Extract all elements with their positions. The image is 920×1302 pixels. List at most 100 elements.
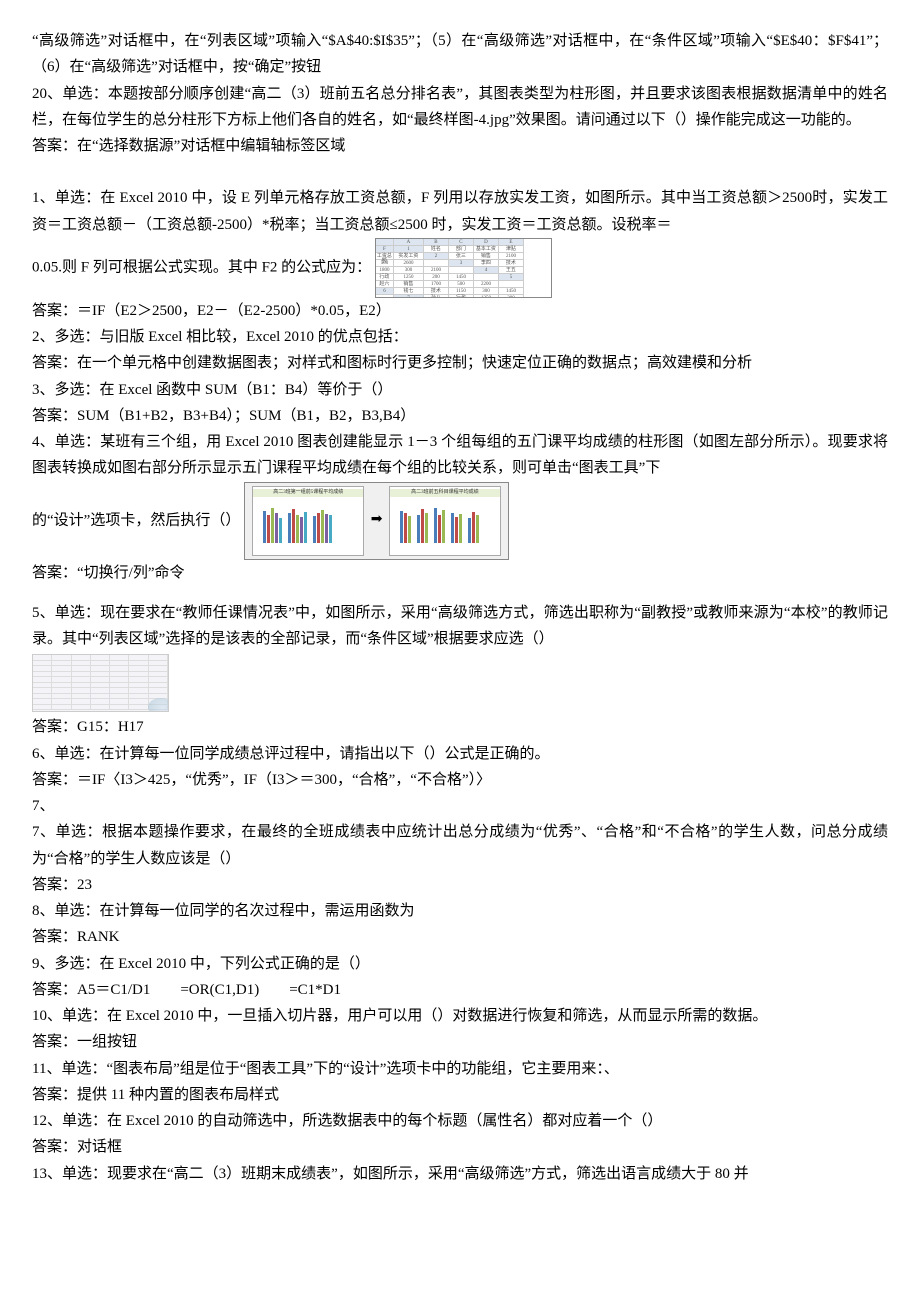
chart-bar (267, 515, 270, 543)
chart-bar (304, 512, 307, 543)
salary-cell: 部门 (449, 246, 474, 253)
q6-text: 6、单选：在计算每一位同学成绩总评过程中，请指出以下（）公式是正确的。 (32, 741, 888, 767)
q4-answer: 答案：“切换行/列”命令 (32, 560, 888, 586)
chart-bar (325, 514, 328, 543)
salary-cell: 3 (449, 260, 474, 267)
salary-cell: 姓名 (424, 246, 449, 253)
salary-cell (424, 260, 449, 267)
chart-bar (329, 515, 332, 543)
q3-text: 3、多选：在 Excel 函数中 SUM（B1：B4）等价于（） (32, 377, 888, 403)
salary-cell: 行政 (376, 274, 394, 281)
chart-bar (421, 509, 424, 543)
salary-cell: 1450 (499, 288, 524, 295)
q4-text-1: 4、单选：某班有三个组，用 Excel 2010 图表创建能显示 1－3 个组每… (32, 429, 888, 482)
bar-charts-image: 高二3班第一组前5课程平均成绩 ➡ 高二3班前五科目课程平均成绩 (244, 482, 509, 560)
salary-cell: 张三 (449, 253, 474, 260)
section-spacer (32, 159, 888, 185)
salary-cell: 孙八 (424, 295, 449, 298)
salary-cell (499, 281, 524, 288)
salary-cell: 2200 (474, 281, 499, 288)
salary-cell: 500 (376, 260, 394, 267)
q8-text: 8、单选：在计算每一位同学的名次过程中，需运用函数为 (32, 898, 888, 924)
q2-answer: 答案：在一个单元格中创建数据图表；对样式和图标时行更多控制；快速定位正确的数据点… (32, 350, 888, 376)
salary-cell: 技术 (499, 260, 524, 267)
salary-cell: 实发工资 (394, 253, 424, 260)
chart-bar (296, 515, 299, 543)
chart-bar (263, 511, 266, 543)
chart-bar (400, 511, 403, 543)
chart-bar (317, 513, 320, 543)
left-chart-title: 高二3班第一组前5课程平均成绩 (253, 489, 363, 498)
teacher-cell (33, 705, 52, 711)
salary-header-cell: A (394, 239, 424, 246)
salary-cell: 1 (394, 246, 424, 253)
q1-text: 1、单选：在 Excel 2010 中，设 E 列单元格存放工资总额，F 列用以… (32, 185, 888, 238)
q10-answer: 答案：一组按钮 (32, 1029, 888, 1055)
salary-cell: 5 (499, 274, 524, 281)
decor-corner (148, 698, 169, 712)
salary-cell: 1250 (474, 295, 499, 298)
chart-bar (425, 513, 428, 543)
salary-cell: 2600 (394, 260, 424, 267)
q8-answer: 答案：RANK (32, 924, 888, 950)
teacher-table-image (32, 654, 169, 712)
q3-answer: 答案：SUM（B1+B2，B3+B4）；SUM（B1，B2，B3,B4） (32, 403, 888, 429)
salary-cell: 1700 (424, 281, 449, 288)
chart-bar (321, 510, 324, 543)
salary-cell: 2100 (499, 253, 524, 260)
salary-cell: 李四 (474, 260, 499, 267)
chart-bar (313, 516, 316, 543)
q1-answer: 答案：＝IF（E2＞2500，E2－（E2-2500）*0.05，E2） (32, 298, 888, 324)
salary-cell (474, 274, 499, 281)
left-chart: 高二3班第一组前5课程平均成绩 (252, 486, 364, 556)
salary-cell: 7 (394, 295, 424, 298)
q9-answer: 答案：A5＝C1/D1 =OR(C1,D1) =C1*D1 (32, 977, 888, 1003)
chart-bar (459, 514, 462, 543)
chart-bar (468, 518, 471, 543)
salary-cell: 技术 (424, 288, 449, 295)
salary-cell: 基本工资 (474, 246, 499, 253)
q1-inline-text: 0.05.则 F 列可根据公式实现。其中 F2 的公式应为： (32, 259, 371, 275)
salary-cell: 1450 (449, 274, 474, 281)
q12-answer: 答案：对话框 (32, 1134, 888, 1160)
salary-cell: 1800 (376, 267, 394, 274)
q10-text: 10、单选：在 Excel 2010 中，一旦插入切片器，用户可以用（）对数据进… (32, 1003, 888, 1029)
q11-text: 11、单选：“图表布局”组是位于“图表工具”下的“设计”选项卡中的功能组，它主要… (32, 1056, 888, 1082)
chart-bar (288, 513, 291, 543)
salary-cell: 销售 (394, 281, 424, 288)
salary-cell: 6 (376, 288, 394, 295)
chart-bar (404, 513, 407, 543)
teacher-cell (52, 705, 71, 711)
q13-text: 13、单选：现要求在“高二（3）班期末成绩表”，如图所示，采用“高级筛选”方式，… (32, 1161, 888, 1187)
chart-bar (417, 515, 420, 543)
salary-cell: 津贴 (499, 246, 524, 253)
q9-text: 9、多选：在 Excel 2010 中，下列公式正确的是（） (32, 951, 888, 977)
salary-header-cell: B (424, 239, 449, 246)
chart-bar (472, 512, 475, 543)
chart-bar (438, 515, 441, 543)
salary-header-cell (376, 239, 394, 246)
salary-cell: 2100 (424, 267, 449, 274)
q11-answer: 答案：提供 11 种内置的图表布局样式 (32, 1082, 888, 1108)
right-chart-title: 高二3班前五科目课程平均成绩 (390, 489, 500, 498)
top-paragraph-2: 20、单选：本题按部分顺序创建“高二（3）班前五名总分排名表”，其图表类型为柱形… (32, 81, 888, 134)
q1-text-2: 0.05.则 F 列可根据公式实现。其中 F2 的公式应为： ABCDEF1姓名… (32, 238, 888, 298)
q7-answer: 答案：23 (32, 872, 888, 898)
q12-text: 12、单选：在 Excel 2010 的自动筛选中，所选数据表中的每个标题（属性… (32, 1108, 888, 1134)
salary-cell: 200 (499, 295, 524, 298)
salary-cell: 2 (424, 253, 449, 260)
q4-text-2: 的“设计”选项卡，然后执行（） 高二3班第一组前5课程平均成绩 ➡ 高二3班前五… (32, 482, 888, 560)
q5-text: 5、单选：现在要求在“教师任课情况表”中，如图所示，采用“高级筛选方式，筛选出职… (32, 600, 888, 653)
chart-bar (451, 513, 454, 543)
top-paragraph-1: “高级筛选”对话框中，在“列表区域”项输入“$A$40:$I$35”；（5）在“… (32, 28, 888, 81)
salary-table-image: ABCDEF1姓名部门基本工资津贴工资总额实发工资2张三销售2100500260… (375, 238, 552, 298)
salary-cell: 钱七 (394, 288, 424, 295)
salary-cell: 销售 (474, 253, 499, 260)
salary-cell: 行政 (449, 295, 474, 298)
salary-cell: 王五 (499, 267, 524, 274)
spacer-small (32, 586, 888, 600)
salary-cell: 赵六 (376, 281, 394, 288)
chart-bar (271, 508, 274, 543)
chart-bar (442, 510, 445, 543)
salary-header-cell: D (474, 239, 499, 246)
